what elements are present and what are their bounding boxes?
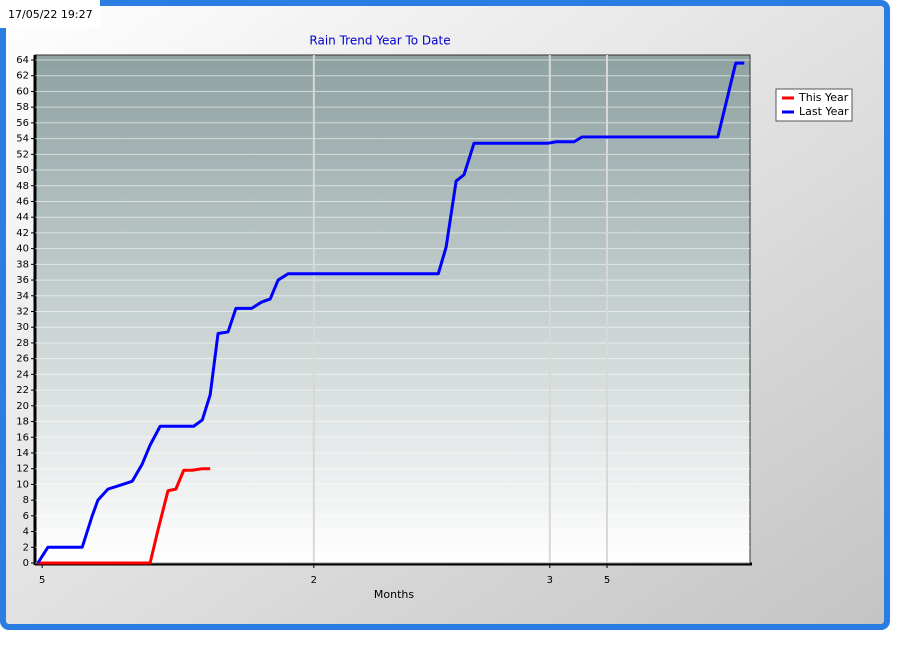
x-tick-label: 5 [604, 575, 610, 586]
x-tick-label: 2 [311, 575, 317, 586]
legend-label: Last Year [799, 105, 849, 118]
y-tick-label: 0 [23, 558, 29, 569]
legend-box [775, 88, 853, 122]
y-tick-label: 48 [16, 181, 29, 192]
y-tick-label: 16 [16, 432, 29, 443]
y-tick-label: 58 [16, 102, 29, 113]
y-tick-label: 22 [16, 385, 29, 396]
y-tick-label: 30 [16, 322, 29, 333]
y-tick-label: 24 [16, 369, 29, 380]
y-tick-label: 32 [16, 307, 29, 318]
x-tick-label: 5 [39, 575, 45, 586]
y-tick-label: 10 [16, 479, 29, 490]
y-tick-label: 46 [16, 196, 29, 207]
legend-label: This Year [798, 91, 849, 104]
plot-area [34, 54, 751, 564]
y-tick-label: 26 [16, 354, 29, 365]
y-tick-label: 36 [16, 275, 29, 286]
y-tick-label: 50 [16, 165, 29, 176]
y-tick-label: 38 [16, 259, 29, 270]
y-tick-label: 18 [16, 417, 29, 428]
y-tick-label: 54 [16, 134, 29, 145]
y-tick-label: 28 [16, 338, 29, 349]
y-tick-label: 44 [16, 212, 29, 223]
timestamp-bg [0, 0, 100, 28]
y-tick-label: 2 [23, 542, 29, 553]
y-tick-label: 6 [23, 511, 29, 522]
y-tick-label: 64 [16, 55, 29, 66]
y-tick-label: 12 [16, 464, 29, 475]
x-axis-label: Months [374, 588, 414, 601]
data-line [36, 61, 745, 564]
timestamp: 17/05/22 19:27 [8, 8, 93, 21]
chart-title: Rain Trend Year To Date [309, 34, 450, 48]
y-tick-label: 34 [16, 291, 29, 302]
y-tick-label: 56 [16, 118, 29, 129]
y-tick-label: 8 [23, 495, 29, 506]
y-tick-label: 20 [16, 401, 29, 412]
y-tick-label: 52 [16, 149, 29, 160]
y-tick-label: 60 [16, 86, 29, 97]
y-tick-label: 40 [16, 244, 29, 255]
y-tick-label: 62 [16, 71, 29, 82]
y-tick-label: 4 [23, 527, 29, 538]
y-tick-label: 14 [16, 448, 29, 459]
x-tick-label: 3 [547, 575, 553, 586]
y-tick-label: 42 [16, 228, 29, 239]
data-line [37, 467, 211, 565]
